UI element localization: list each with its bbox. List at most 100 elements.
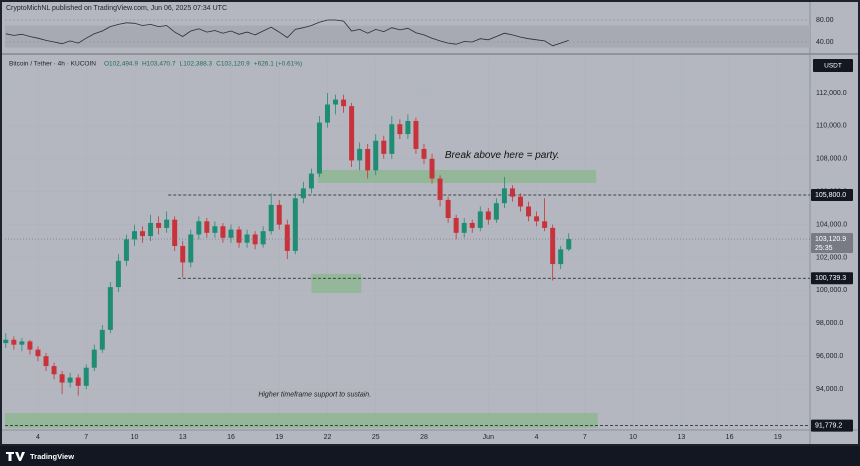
price-label: 100,739.3 bbox=[815, 275, 846, 282]
x-tick-label: 4 bbox=[36, 434, 40, 441]
candle-body bbox=[461, 222, 467, 233]
price-label: 91,779.2 bbox=[815, 422, 842, 429]
candle-body bbox=[550, 227, 556, 265]
candle-body bbox=[180, 245, 186, 263]
footer-bar bbox=[0, 446, 860, 466]
candle-body bbox=[517, 196, 523, 207]
candle-body bbox=[148, 222, 154, 237]
currency-box bbox=[813, 59, 853, 72]
x-tick-label: 28 bbox=[420, 434, 428, 441]
x-tick-label: 19 bbox=[774, 434, 782, 441]
candle-body bbox=[421, 148, 427, 159]
y-tick-label: 98,000.0 bbox=[816, 320, 843, 327]
candle-body bbox=[566, 239, 572, 250]
tv-logo bbox=[6, 452, 25, 461]
candle-body bbox=[308, 173, 314, 189]
candle-body bbox=[437, 178, 443, 200]
candle-body bbox=[300, 188, 306, 199]
candle-body bbox=[373, 140, 379, 171]
x-tick-label: 19 bbox=[275, 434, 283, 441]
countdown: 25:35 bbox=[815, 245, 833, 252]
candle-body bbox=[324, 104, 330, 123]
candle-body bbox=[204, 221, 210, 233]
candle-body bbox=[534, 216, 540, 222]
y-tick-label: 108,000.0 bbox=[816, 156, 847, 163]
symbol-title: Bitcoin / Tether · 4h · KUCOIN bbox=[9, 61, 96, 68]
candle-body bbox=[558, 249, 564, 265]
x-tick-label: 13 bbox=[677, 434, 685, 441]
y-tick-label: 94,000.0 bbox=[816, 386, 843, 393]
candle-body bbox=[107, 287, 113, 330]
candle-body bbox=[172, 219, 178, 246]
candle-body bbox=[284, 224, 290, 251]
y-tick-label: 112,000.0 bbox=[816, 90, 847, 97]
rsi-line bbox=[5, 19, 569, 47]
candle-body bbox=[276, 204, 282, 225]
candle-body bbox=[453, 218, 459, 233]
candle-body bbox=[526, 206, 532, 217]
candle-body bbox=[405, 120, 411, 135]
candle-body bbox=[477, 211, 483, 228]
candle-body bbox=[131, 231, 137, 240]
candle-body bbox=[140, 231, 146, 237]
ohlc-legend: O102,494.9 H103,470.7 L102,388.3 C103,120.9… bbox=[104, 61, 302, 68]
candle-body bbox=[365, 148, 371, 171]
price-label-box bbox=[811, 233, 853, 254]
zone bbox=[317, 169, 597, 183]
x-tick-label: 13 bbox=[179, 434, 187, 441]
y-tick-label: 96,000.0 bbox=[816, 353, 843, 360]
x-tick-label: 4 bbox=[535, 434, 539, 441]
plot: 80.00 40.00 94,000.0 96,000.0 98,000.0 100,00… bbox=[3, 17, 853, 441]
x-tick-label: 7 bbox=[84, 434, 88, 441]
rsi-tick-label: 40.00 bbox=[816, 39, 834, 46]
candle-body bbox=[429, 158, 435, 179]
candle-body bbox=[43, 356, 49, 367]
candle-body bbox=[244, 234, 250, 243]
candle-body bbox=[67, 377, 73, 383]
candle-body bbox=[542, 221, 548, 228]
candle-body bbox=[228, 229, 234, 238]
x-tick-label: Jun bbox=[483, 434, 494, 441]
candle-body bbox=[268, 204, 274, 232]
candle-body bbox=[75, 377, 81, 386]
legend-item: +626.1 (+0.61%) bbox=[254, 61, 302, 68]
candle-body bbox=[469, 222, 475, 228]
candle-body bbox=[11, 339, 17, 345]
candle-body bbox=[83, 367, 89, 386]
candle-body bbox=[156, 222, 162, 228]
legend-item: H103,470.7 bbox=[142, 61, 176, 68]
publisher: CryptoMichNL published on TradingView.co… bbox=[6, 5, 227, 12]
candle-body bbox=[123, 239, 129, 261]
price-label: 103,120.9 bbox=[815, 236, 846, 243]
candle-body bbox=[164, 219, 170, 228]
annotation: Break above here = party. bbox=[445, 150, 560, 161]
candle-body bbox=[485, 211, 491, 220]
y-tick-label: 100,000.0 bbox=[816, 287, 847, 294]
candle-body bbox=[341, 99, 347, 107]
candle-body bbox=[19, 341, 25, 345]
candle-body bbox=[99, 329, 105, 350]
price-label-box bbox=[811, 419, 853, 432]
candle-body bbox=[188, 234, 194, 263]
annotation: Higher timeframe support to sustain. bbox=[258, 392, 371, 399]
candle-body bbox=[252, 234, 258, 245]
candle-body bbox=[292, 198, 298, 251]
candle-body bbox=[35, 349, 41, 357]
candle-body bbox=[51, 366, 57, 375]
x-tick-label: 10 bbox=[629, 434, 637, 441]
y-tick-label: 110,000.0 bbox=[816, 123, 847, 130]
x-tick-label: 25 bbox=[372, 434, 380, 441]
candle-body bbox=[236, 229, 242, 243]
legend-item: C103,120.9 bbox=[216, 61, 250, 68]
rsi-tick-label: 80.00 bbox=[816, 17, 834, 24]
candle-body bbox=[27, 341, 33, 350]
x-tick-label: 16 bbox=[726, 434, 734, 441]
candle-body bbox=[91, 349, 97, 368]
candle-body bbox=[445, 199, 451, 219]
legend-item: L102,388.3 bbox=[180, 61, 213, 68]
candle-body bbox=[397, 124, 403, 135]
candle-body bbox=[389, 124, 395, 154]
candle-body bbox=[413, 120, 419, 149]
x-tick-label: 22 bbox=[324, 434, 332, 441]
